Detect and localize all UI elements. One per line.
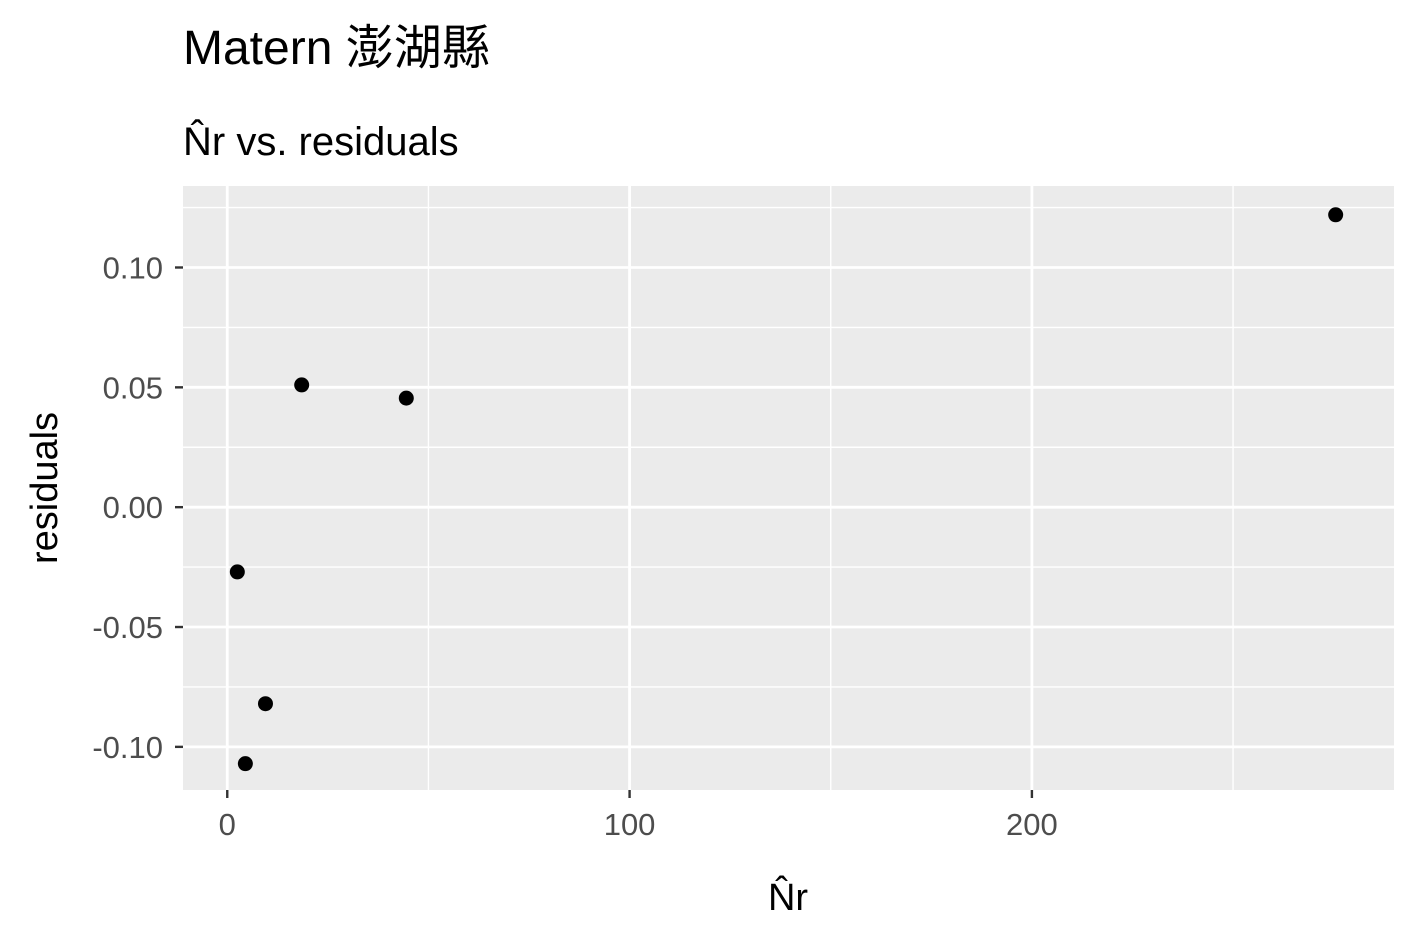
- data-point: [237, 756, 253, 772]
- y-tick-label: 0.10: [103, 250, 163, 285]
- y-tick-label: -0.10: [92, 730, 163, 765]
- chart-subtitle: N̂r vs. residuals: [183, 118, 459, 164]
- y-tick-label: 0.05: [103, 370, 163, 405]
- data-point: [229, 564, 245, 580]
- data-point: [294, 377, 310, 393]
- major-gridlines: [183, 186, 1394, 790]
- y-axis: -0.10 -0.05 0.00 0.05 0.10: [92, 250, 183, 765]
- data-point: [398, 390, 414, 406]
- y-axis-title: residuals: [24, 412, 66, 564]
- y-tick-label: -0.05: [92, 610, 163, 645]
- chart-title: Matern 澎湖縣: [183, 22, 490, 75]
- data-point: [257, 696, 273, 712]
- data-points: [229, 207, 1344, 772]
- x-axis: 0 100 200: [219, 790, 1058, 842]
- x-tick-label: 200: [1006, 807, 1058, 842]
- x-tick-label: 0: [219, 807, 236, 842]
- y-tick-label: 0.00: [103, 490, 163, 525]
- minor-gridlines: [183, 186, 1394, 790]
- plot-panel: [183, 186, 1394, 790]
- data-point: [1328, 207, 1344, 223]
- x-axis-title: N̂r: [768, 875, 808, 919]
- x-tick-label: 100: [604, 807, 656, 842]
